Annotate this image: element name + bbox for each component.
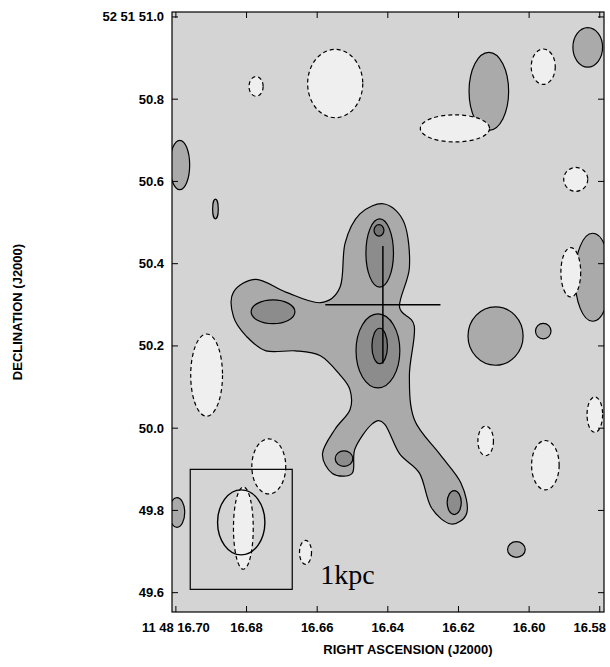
y-tick-label: 50.4 xyxy=(139,256,165,271)
positive-contour xyxy=(335,451,353,467)
y-tick-label: 50.6 xyxy=(139,174,164,189)
x-tick xyxy=(317,12,318,18)
negative-contour xyxy=(561,248,581,297)
x-tick xyxy=(387,606,388,612)
y-tick xyxy=(598,16,604,17)
x-tick-label: 16.58 xyxy=(573,620,606,635)
x-tick xyxy=(387,12,388,18)
x-tick xyxy=(175,606,176,612)
y-tick-label: 50.2 xyxy=(139,338,164,353)
plot-frame xyxy=(172,12,604,612)
y-tick xyxy=(172,428,178,429)
y-tick xyxy=(172,345,178,346)
y-tick xyxy=(172,263,178,264)
y-tick xyxy=(598,428,604,429)
x-tick-label: 11 48 16.70 xyxy=(142,620,210,635)
positive-contour xyxy=(468,307,523,365)
y-tick xyxy=(598,345,604,346)
positive-contour xyxy=(535,323,551,339)
x-tick-label: 16.62 xyxy=(442,620,475,635)
x-tick xyxy=(458,606,459,612)
positive-contour xyxy=(172,498,185,528)
x-tick xyxy=(246,12,247,18)
positive-contour xyxy=(372,328,388,363)
x-tick xyxy=(529,606,530,612)
x-tick-label: 16.64 xyxy=(372,620,405,635)
y-tick xyxy=(172,181,178,182)
x-tick-label: 16.60 xyxy=(513,620,546,635)
positive-contour xyxy=(374,225,384,237)
negative-contour xyxy=(531,49,555,84)
negative-contour xyxy=(252,439,286,494)
positive-contour xyxy=(573,28,603,67)
x-tick xyxy=(246,606,247,612)
negative-contour xyxy=(564,167,588,191)
negative-contour xyxy=(249,77,263,97)
y-tick xyxy=(598,99,604,100)
y-tick xyxy=(598,263,604,264)
y-tick xyxy=(172,592,178,593)
plot-background xyxy=(172,12,604,612)
positive-contour xyxy=(366,219,394,287)
negative-contour xyxy=(308,49,363,117)
positive-contour xyxy=(447,491,461,515)
positive-contour xyxy=(251,300,295,324)
x-tick xyxy=(458,12,459,18)
positive-contour xyxy=(508,542,526,558)
positive-contour xyxy=(213,199,219,219)
x-tick xyxy=(317,606,318,612)
annotation: 1kpc xyxy=(320,559,374,590)
y-axis-title: DECLINATION (J2000) xyxy=(10,244,25,380)
x-tick-label: 16.68 xyxy=(230,620,263,635)
y-tick-label: 49.6 xyxy=(139,585,164,600)
negative-contour xyxy=(532,441,560,490)
y-tick xyxy=(172,99,178,100)
y-tick-label: 52 51 51.0 xyxy=(103,9,164,24)
beam xyxy=(218,490,265,555)
y-tick xyxy=(598,592,604,593)
x-tick xyxy=(529,12,530,18)
negative-contour xyxy=(420,115,489,142)
positive-contour xyxy=(172,140,190,189)
x-tick xyxy=(599,606,600,612)
y-tick-label: 50.0 xyxy=(139,421,164,436)
chart: 1kpc 11 48 16.70 16.68 16.66 16.64 16.62 16.60… xyxy=(0,0,610,667)
position-cross-dec xyxy=(382,246,384,364)
negative-contour xyxy=(191,334,223,416)
x-tick-label: 16.66 xyxy=(301,620,334,635)
beam-box xyxy=(190,469,292,589)
positive-contour xyxy=(231,204,467,524)
negative-contour xyxy=(478,426,494,456)
negative-contour xyxy=(233,487,253,569)
positive-contour xyxy=(356,314,400,388)
x-axis-title: RIGHT ASCENSION (J2000) xyxy=(323,642,492,657)
y-tick xyxy=(172,16,178,17)
contours xyxy=(172,28,604,590)
y-tick xyxy=(172,510,178,511)
negative-contour xyxy=(587,397,603,432)
negative-contour xyxy=(300,540,312,564)
y-tick xyxy=(598,181,604,182)
y-tick-label: 49.8 xyxy=(139,503,164,518)
y-tick-label: 50.8 xyxy=(139,92,164,107)
y-tick xyxy=(598,510,604,511)
